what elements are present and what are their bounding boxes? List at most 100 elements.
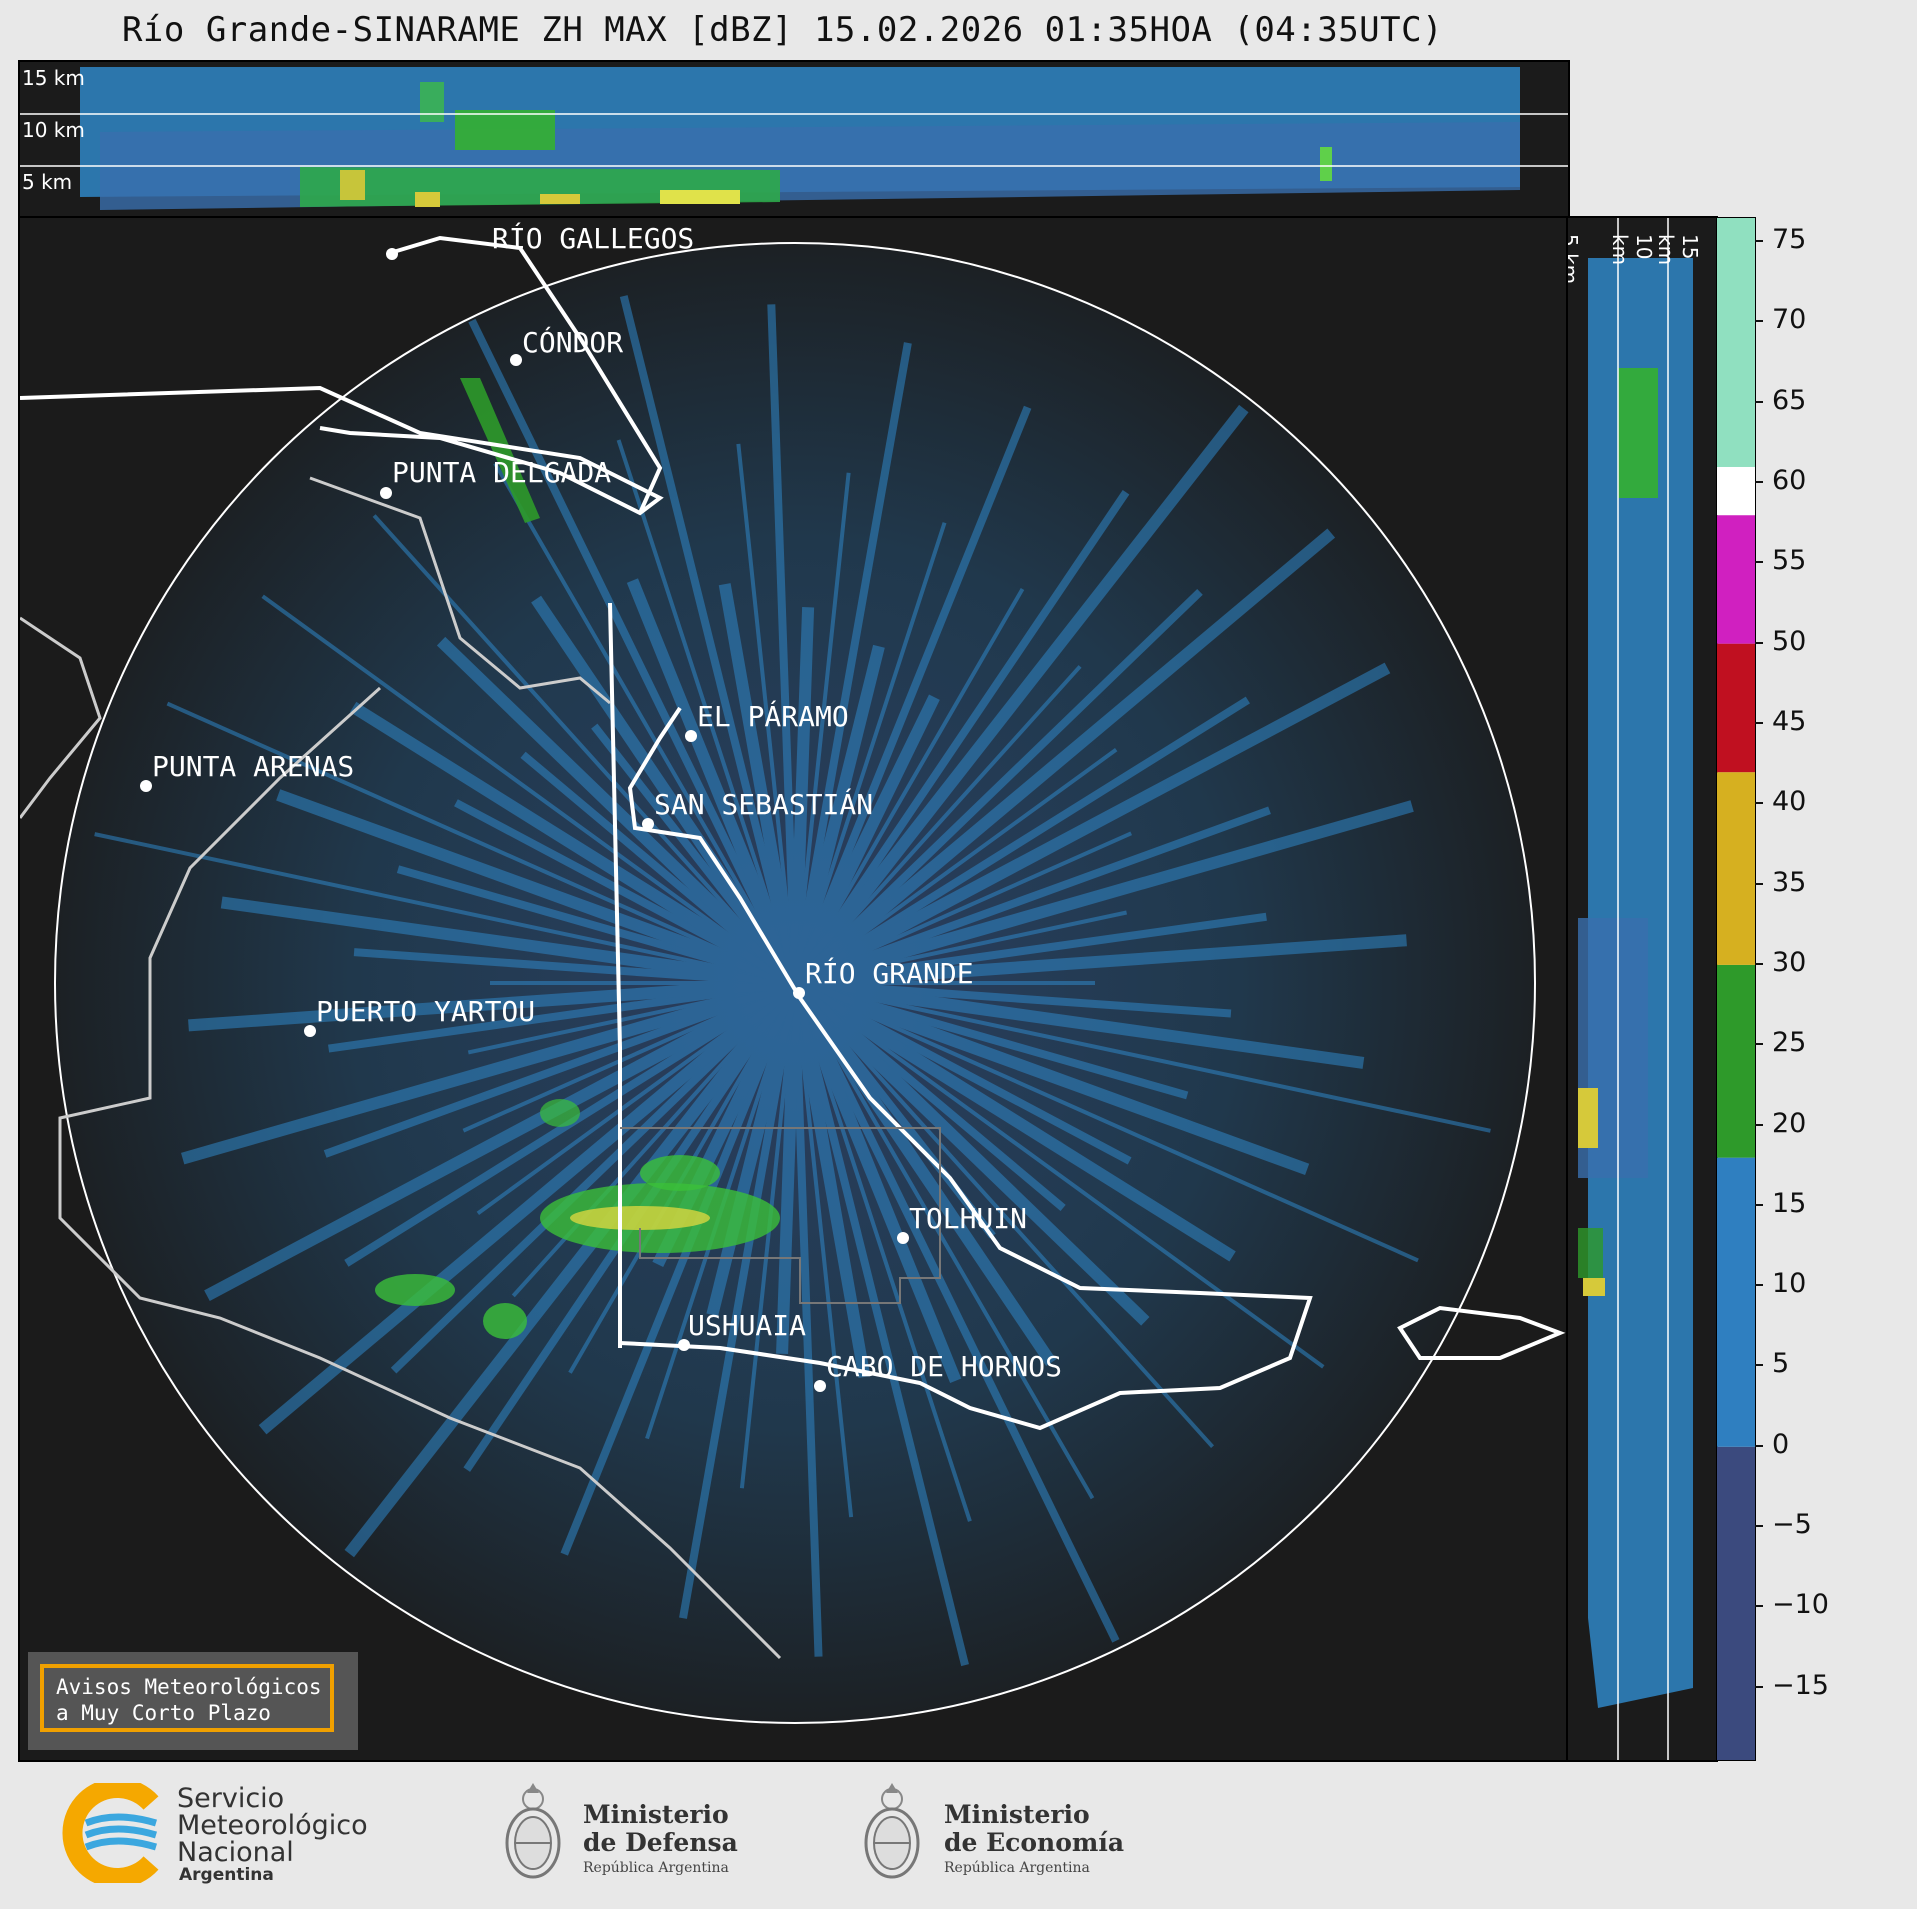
colorbar-tick-label: 30: [1772, 946, 1807, 978]
colorbar-tick-label: −5: [1772, 1509, 1812, 1541]
colorbar-tick-label: 55: [1772, 545, 1807, 577]
colorbar: [1716, 217, 1756, 1761]
colorbar-tick-mark: [1755, 1123, 1763, 1126]
radar-echo-field: [55, 243, 1535, 1723]
colorbar-tick-mark: [1755, 721, 1763, 724]
warning-box-frame[interactable]: Avisos Meteorológicos a Muy Corto Plazo: [40, 1664, 334, 1732]
defensa-logo-line3: República Argentina: [583, 1860, 729, 1876]
isla-de-los-estados: [1397, 1305, 1566, 1360]
top-cross-section-plot: [20, 67, 1568, 210]
chile-coast-far-west: [20, 616, 102, 819]
colorbar-tick-mark: [1755, 1284, 1763, 1287]
smn-logo-line3: Nacional: [177, 1837, 294, 1868]
radar-range-ring: [54, 242, 1536, 1724]
department-border: [620, 1127, 941, 1304]
colorbar-tick-mark: [1755, 1685, 1763, 1688]
colorbar-segment: [1717, 466, 1755, 516]
tierra-del-fuego-coast: [619, 706, 1313, 1431]
side-cross-section-panel: 5 km 10 km 15 km: [1566, 216, 1718, 1762]
city-label-cabo-de-hornos: CABO DE HORNOS: [826, 1350, 1063, 1383]
colorbar-tick-mark: [1755, 962, 1763, 965]
colorbar-tick-mark: [1755, 882, 1763, 885]
argentine-coat-of-arms-icon: [505, 1783, 561, 1879]
top-height-label-10: 10 km: [22, 118, 85, 142]
city-label-rio-gallegos: RÍO GALLEGOS: [492, 222, 695, 255]
colorbar-tick-label: 65: [1772, 384, 1807, 416]
colorbar-segment: [1717, 964, 1755, 1158]
colorbar-tick-label: 70: [1772, 304, 1807, 336]
colorbar-tick-mark: [1755, 320, 1763, 323]
top-height-label-15: 15 km: [22, 66, 85, 90]
colorbar-gradient: [1717, 218, 1755, 1760]
colorbar-segment: [1717, 1446, 1755, 1760]
city-markers: [140, 248, 909, 1392]
warning-box[interactable]: Avisos Meteorológicos a Muy Corto Plazo: [28, 1652, 358, 1750]
warning-box-line2: a Muy Corto Plazo: [56, 1701, 271, 1725]
defensa-logo-line2: de Defensa: [583, 1828, 738, 1857]
colorbar-tick-label: 35: [1772, 866, 1807, 898]
argentine-coat-of-arms-icon: [864, 1783, 920, 1879]
colorbar-tick-mark: [1755, 641, 1763, 644]
colorbar-tick-mark: [1755, 1525, 1763, 1528]
colorbar-tick-label: 5: [1772, 1348, 1790, 1380]
radar-map-panel: RÍO GALLEGOS CÓNDOR PUNTA DELGADA EL PÁR…: [18, 216, 1568, 1762]
city-label-rio-grande: RÍO GRANDE: [805, 957, 974, 990]
top-cross-section-panel: 15 km 10 km 5 km: [18, 60, 1570, 218]
chile-coast-west: [58, 686, 782, 1660]
radar-map: [20, 235, 1566, 1724]
city-label-el-paramo: EL PÁRAMO: [697, 700, 849, 733]
economia-logo-line3: República Argentina: [944, 1860, 1090, 1876]
colorbar-tick-label: 45: [1772, 705, 1807, 737]
colorbar-segment: [1717, 515, 1755, 644]
colorbar-tick-label: 50: [1772, 625, 1807, 657]
top-height-label-5: 5 km: [22, 170, 73, 194]
smn-logo-line1: Servicio: [177, 1783, 285, 1814]
colorbar-tick-mark: [1755, 481, 1763, 484]
economia-logo-line2: de Economía: [944, 1828, 1125, 1857]
colorbar-tick-label: 15: [1772, 1187, 1807, 1219]
city-label-tolhuin: TOLHUIN: [909, 1202, 1028, 1235]
colorbar-tick-mark: [1755, 1605, 1763, 1608]
magallanes-coast: [309, 476, 611, 705]
city-label-punta-delgada: PUNTA DELGADA: [392, 456, 612, 489]
colorbar-tick-label: 40: [1772, 786, 1807, 818]
city-label-punta-arenas: PUNTA ARENAS: [152, 750, 355, 783]
colorbar-tick-label: −15: [1772, 1669, 1829, 1701]
page-title: Río Grande-SINARAME ZH MAX [dBZ] 15.02.2…: [121, 10, 1444, 50]
defensa-logo-line1: Ministerio: [583, 1800, 729, 1829]
colorbar-tick-label: 0: [1772, 1428, 1790, 1460]
warning-box-line1: Avisos Meteorológicos: [56, 1675, 322, 1699]
smn-logo-line2: Meteorológico: [177, 1810, 368, 1841]
colorbar-tick-label: 20: [1772, 1107, 1807, 1139]
city-label-condor: CÓNDOR: [522, 326, 624, 359]
side-cross-section-plot: [1578, 218, 1693, 1760]
city-label-ushuaia: USHUAIA: [688, 1309, 807, 1342]
coast-north: [389, 235, 663, 514]
colorbar-tick-label: 75: [1772, 224, 1807, 256]
colorbar-segment: [1717, 1157, 1755, 1447]
colorbar-tick-mark: [1755, 1364, 1763, 1367]
colorbar-tick-mark: [1755, 1043, 1763, 1046]
colorbar-segment: [1717, 772, 1755, 965]
city-label-san-sebastian: SAN SEBASTIÁN: [654, 788, 874, 821]
colorbar-tick-label: −10: [1772, 1589, 1829, 1621]
city-label-puerto-yartou: PUERTO YARTOU: [316, 995, 536, 1028]
colorbar-tick-mark: [1755, 802, 1763, 805]
colorbar-tick-mark: [1755, 561, 1763, 564]
colorbar-tick-mark: [1755, 1444, 1763, 1447]
smn-logo-line4: Argentina: [179, 1865, 274, 1885]
colorbar-segment: [1717, 643, 1755, 773]
colorbar-tick-mark: [1755, 400, 1763, 403]
economia-logo-line1: Ministerio: [944, 1800, 1090, 1829]
colorbar-tick-mark: [1755, 240, 1763, 243]
border-line: [20, 385, 664, 516]
side-height-label-10: 10 km: [1608, 234, 1656, 266]
side-height-label-15: 15 km: [1654, 234, 1702, 266]
colorbar-tick-label: 25: [1772, 1027, 1807, 1059]
border-vertical: [608, 602, 622, 1348]
colorbar-segment: [1717, 218, 1755, 467]
colorbar-tick-mark: [1755, 1203, 1763, 1206]
side-height-label-5: 5 km: [1566, 234, 1582, 285]
smn-logo-icon: [62, 1783, 159, 1883]
colorbar-tick-label: 60: [1772, 465, 1807, 497]
